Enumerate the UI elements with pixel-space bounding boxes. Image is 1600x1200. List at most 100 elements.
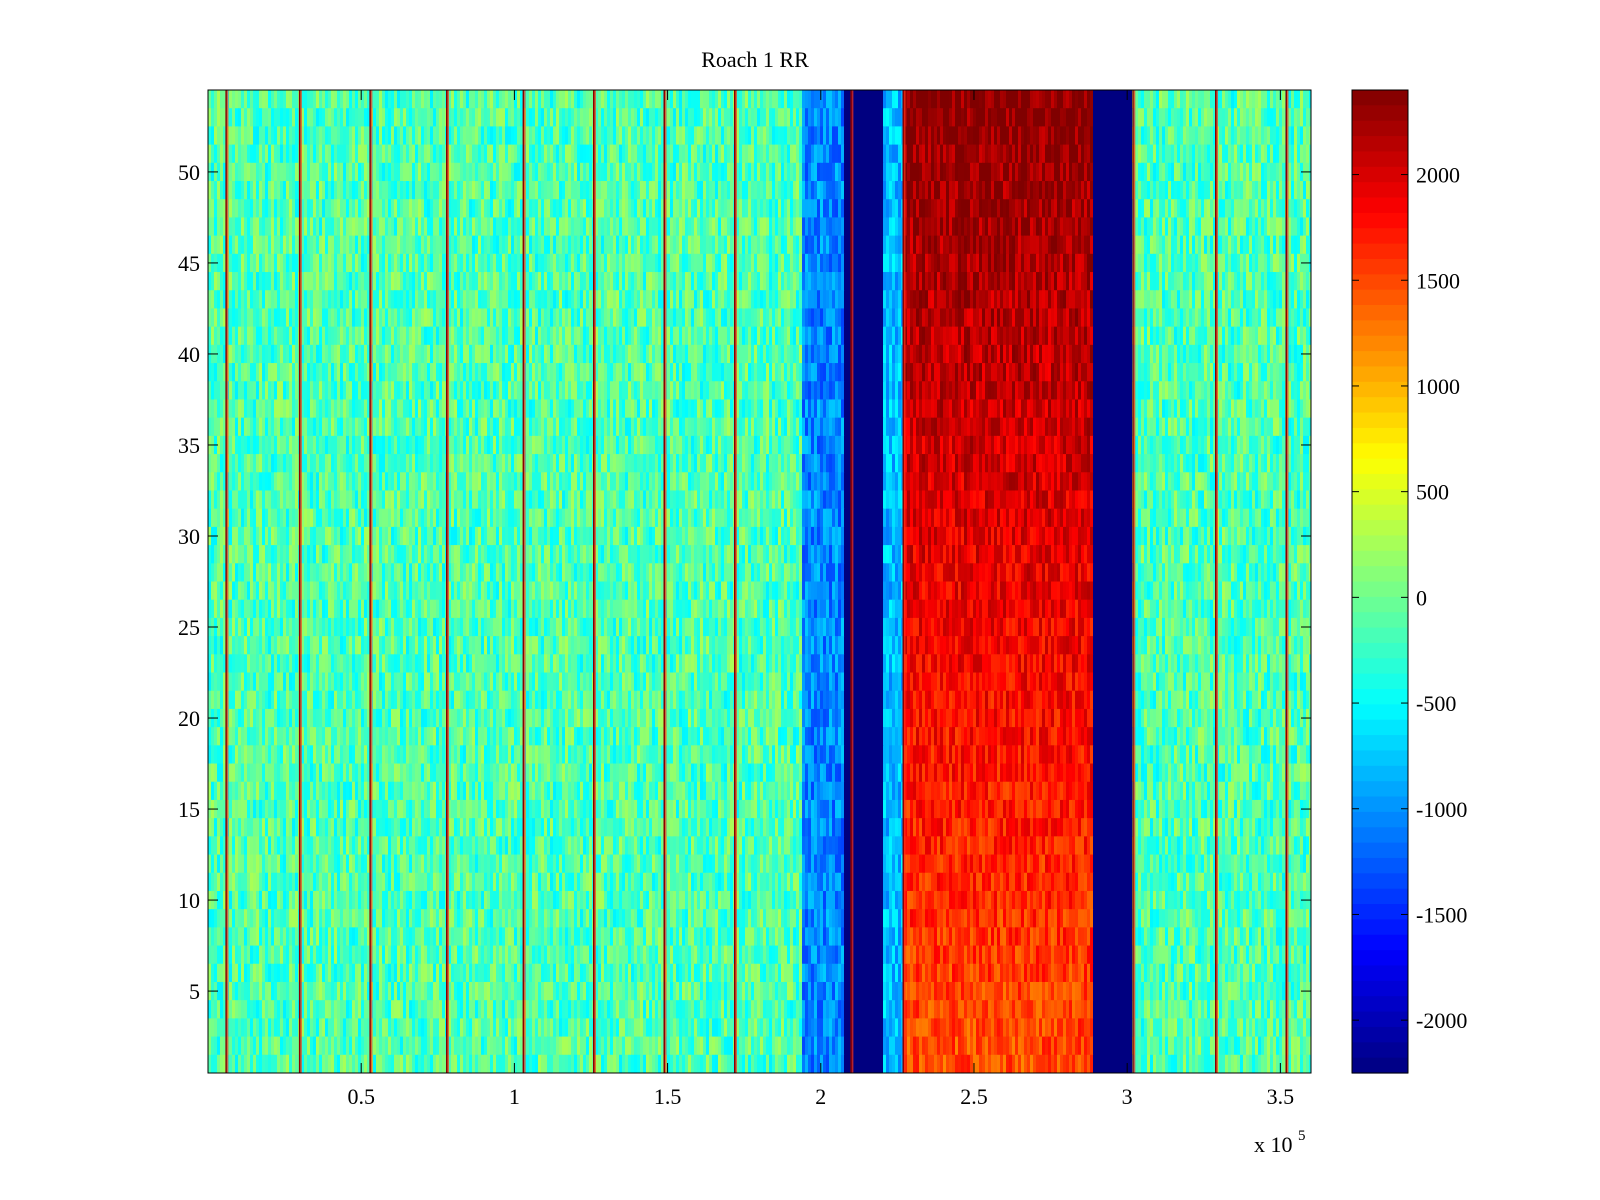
heatmap-cell — [1219, 308, 1223, 328]
heatmap-cell — [373, 108, 377, 127]
heatmap-cell — [1207, 272, 1211, 291]
heatmap-cell — [292, 217, 296, 237]
heatmap-cell — [352, 199, 356, 218]
heatmap-cell — [409, 253, 413, 273]
heatmap-cell — [1072, 90, 1076, 109]
heatmap-cell — [1183, 217, 1187, 237]
heatmap-cell — [640, 308, 644, 328]
heatmap-cell — [634, 126, 638, 146]
heatmap-cell — [271, 290, 275, 309]
heatmap-cell — [1138, 217, 1142, 237]
heatmap-cell — [487, 308, 491, 328]
heatmap-cell — [868, 217, 872, 237]
heatmap-cell — [1021, 235, 1025, 255]
heatmap-cell — [976, 199, 980, 218]
heatmap-cell — [652, 162, 656, 182]
heatmap-cell — [391, 290, 395, 309]
heatmap-cell — [841, 253, 845, 273]
heatmap-cell — [1291, 144, 1295, 164]
heatmap-cell — [1156, 253, 1160, 273]
heatmap-cell — [994, 126, 998, 146]
heatmap-cell — [736, 290, 740, 309]
heatmap-cell — [763, 235, 767, 255]
heatmap-cell — [271, 108, 275, 127]
heatmap-cell — [541, 162, 545, 182]
heatmap-cell — [709, 126, 713, 146]
heatmap-cell — [271, 235, 275, 255]
heatmap-cell — [289, 162, 293, 182]
heatmap-cell — [262, 290, 266, 309]
heatmap-cell — [466, 308, 470, 328]
heatmap-cell — [403, 253, 407, 273]
heatmap-cell — [517, 108, 521, 127]
heatmap-cell — [1123, 162, 1127, 182]
heatmap-cell — [1036, 126, 1040, 146]
heatmap-cell — [889, 108, 893, 127]
heatmap-cell — [946, 217, 950, 237]
heatmap-cell — [484, 144, 488, 164]
heatmap-cell — [349, 181, 353, 200]
heatmap-cell — [253, 162, 257, 182]
heatmap-cell — [565, 199, 569, 218]
heatmap-cell — [469, 253, 473, 273]
heatmap-cell — [1288, 108, 1292, 127]
heatmap-cell — [286, 272, 290, 291]
heatmap-cell — [211, 217, 215, 237]
heatmap-cell — [1243, 308, 1247, 328]
heatmap-cell — [781, 308, 785, 328]
heatmap-cell — [577, 199, 581, 218]
heatmap-cell — [292, 181, 296, 200]
heatmap-cell — [697, 199, 701, 218]
heatmap-cell — [649, 235, 653, 255]
heatmap-cell — [1171, 308, 1175, 328]
heatmap-cell — [265, 308, 269, 328]
heatmap-cell — [574, 235, 578, 255]
heatmap-cell — [1294, 144, 1298, 164]
heatmap-cell — [778, 90, 782, 109]
heatmap-cell — [796, 90, 800, 109]
heatmap-cell — [475, 253, 479, 273]
heatmap-cell — [442, 326, 446, 346]
heatmap-cell — [670, 326, 674, 346]
heatmap-cell — [1246, 253, 1250, 273]
heatmap-cell — [1249, 126, 1253, 146]
heatmap-cell — [625, 199, 629, 218]
heatmap-cell — [553, 308, 557, 328]
heatmap-cell — [484, 217, 488, 237]
heatmap-cell — [712, 235, 716, 255]
heatmap-cell — [244, 253, 248, 273]
heatmap-cell — [937, 108, 941, 127]
heatmap-cell — [292, 235, 296, 255]
heatmap-cell — [514, 326, 518, 346]
heatmap-cell — [382, 308, 386, 328]
heatmap-cell — [736, 326, 740, 346]
heatmap-cell — [1249, 272, 1253, 291]
heatmap-cell — [487, 272, 491, 291]
heatmap-cell — [865, 253, 869, 273]
heatmap-cell — [700, 162, 704, 182]
heatmap-cell — [928, 162, 932, 182]
heatmap-cell — [559, 290, 563, 309]
heatmap-cell — [1144, 90, 1148, 109]
heatmap-cell — [229, 199, 233, 218]
heatmap-cell — [1303, 308, 1307, 328]
heatmap-cell — [1270, 181, 1274, 200]
heatmap-cell — [802, 126, 806, 146]
heatmap-cell — [1033, 108, 1037, 127]
heatmap-cell — [322, 235, 326, 255]
heatmap-cell — [931, 108, 935, 127]
heatmap-cell — [1114, 308, 1118, 328]
heatmap-cell — [478, 90, 482, 109]
heatmap-cell — [862, 108, 866, 127]
heatmap-cell — [1129, 108, 1133, 127]
heatmap-cell — [628, 290, 632, 309]
heatmap-cell — [307, 290, 311, 309]
heatmap-cell — [1174, 199, 1178, 218]
heatmap-cell — [1207, 308, 1211, 328]
heatmap-cell — [799, 290, 803, 309]
heatmap-cell — [499, 326, 503, 346]
heatmap-cell — [586, 90, 590, 109]
heatmap-cell — [730, 217, 734, 237]
heatmap-cell — [1084, 272, 1088, 291]
heatmap-cell — [559, 181, 563, 200]
